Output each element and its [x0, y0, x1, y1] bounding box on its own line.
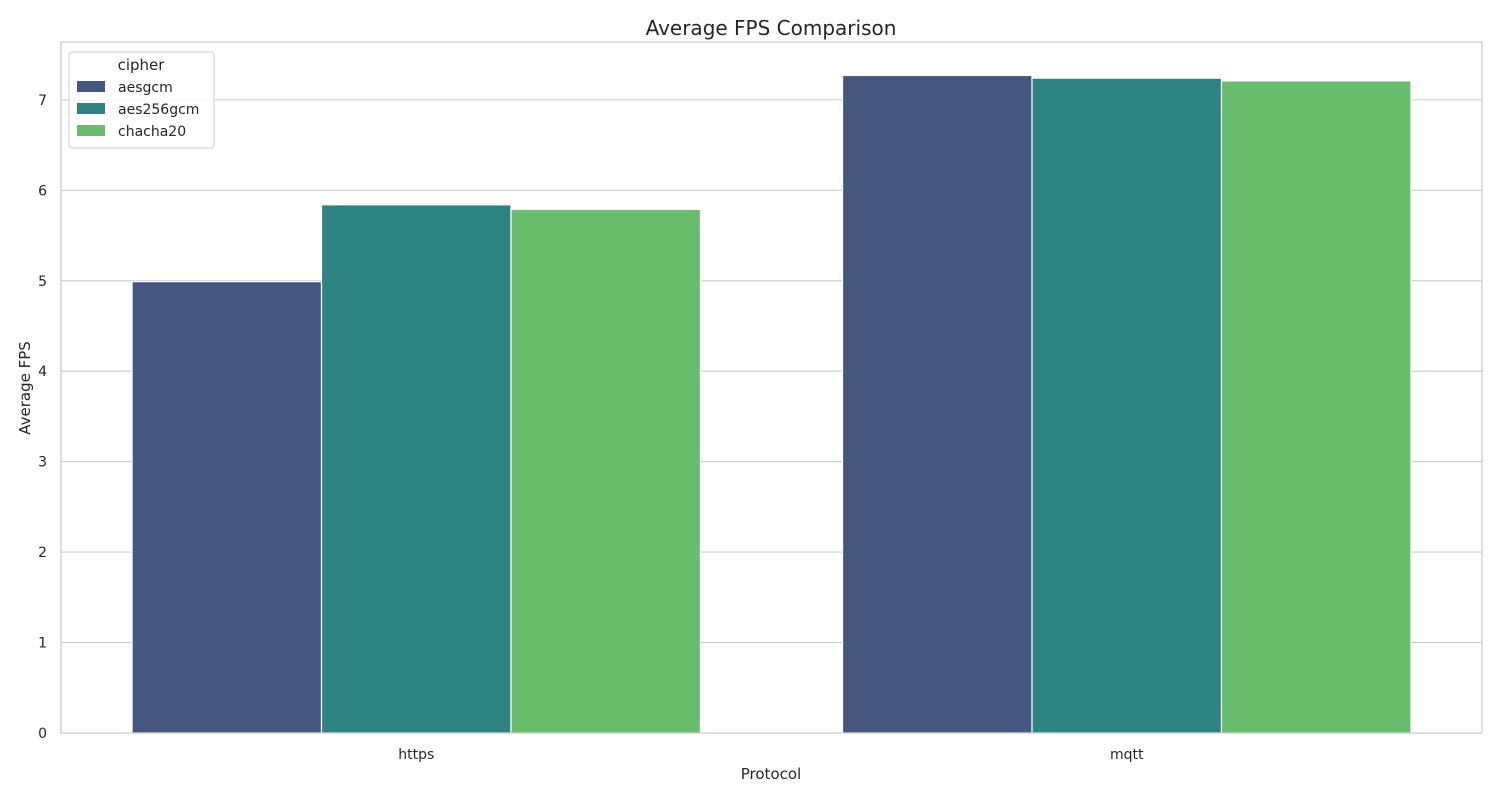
legend-swatch: [77, 103, 105, 114]
y-tick-label: 5: [38, 274, 47, 290]
x-tick-label: https: [398, 747, 434, 763]
bar-aesgcm-https: [131, 281, 323, 734]
bar-aesgcm-mqtt: [841, 74, 1033, 734]
plot-frame: [60, 41, 1483, 734]
y-tick-label: 2: [38, 545, 47, 561]
chart-title: Average FPS Comparison: [646, 16, 897, 40]
y-tick-label: 7: [38, 93, 47, 109]
y-tick-label: 0: [38, 726, 47, 742]
y-tick-label: 4: [38, 364, 47, 380]
legend-title: cipher: [118, 56, 166, 74]
legend-swatch: [77, 125, 105, 136]
x-axis-label: Protocol: [741, 765, 801, 783]
bar-aes256gcm-https: [320, 204, 512, 734]
y-tick-label: 3: [38, 455, 47, 471]
legend-label: aesgcm: [118, 80, 173, 96]
legend-box: [68, 51, 215, 149]
y-tick-label: 6: [38, 183, 47, 199]
x-tick-label: mqtt: [1110, 747, 1144, 763]
bars: [131, 74, 1412, 734]
legend-label: aes256gcm: [118, 102, 199, 118]
y-tick-labels: 0 1 2 3 4 5 6 7: [38, 93, 47, 742]
legend-swatch: [77, 81, 105, 92]
legend-label: chacha20: [118, 124, 186, 140]
bar-aes256gcm-mqtt: [1031, 77, 1223, 734]
y-tick-label: 1: [38, 636, 47, 652]
bar-chacha20-mqtt: [1220, 80, 1412, 734]
bar-chacha20-https: [510, 208, 702, 734]
legend-items: aesgcm aes256gcm chacha20: [77, 80, 199, 140]
y-axis-label: Average FPS: [16, 341, 34, 435]
legend: cipher aesgcm aes256gcm chacha20: [68, 51, 215, 149]
x-tick-labels: https mqtt: [398, 747, 1144, 763]
